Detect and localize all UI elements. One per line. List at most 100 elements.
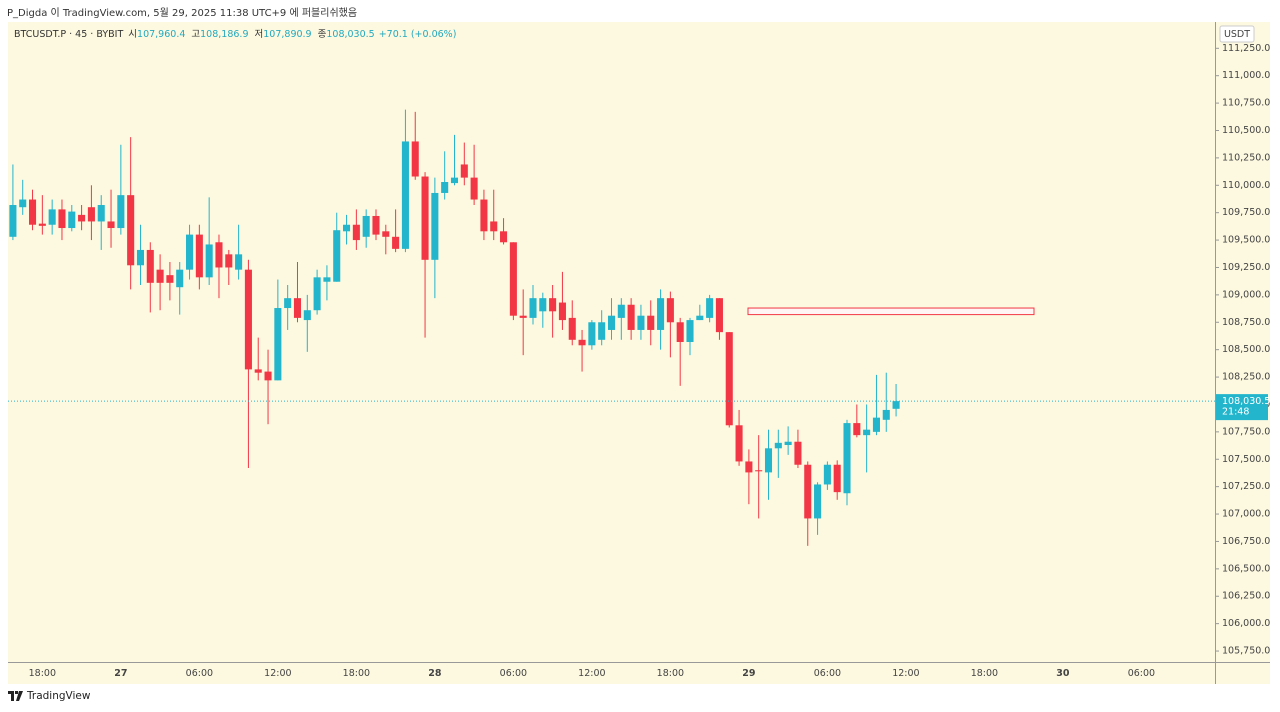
candle-body	[578, 339, 586, 346]
y-tick-label: 105,750.0	[1222, 646, 1270, 657]
candle-body	[745, 461, 753, 473]
candle-body	[509, 242, 517, 316]
candle-body	[352, 224, 360, 241]
y-tick-label: 108,250.0	[1222, 372, 1270, 383]
candle-body	[715, 298, 723, 333]
y-tick-label: 106,250.0	[1222, 591, 1270, 602]
unit-label: USDT	[1224, 29, 1250, 40]
x-tick-label: 18:00	[971, 668, 998, 679]
candle-body	[882, 409, 890, 420]
candle-body	[657, 298, 665, 330]
candle-body	[117, 195, 125, 229]
candle-body	[9, 205, 17, 237]
y-tick-label: 111,250.0	[1222, 43, 1270, 54]
candle-body	[68, 211, 76, 229]
candle-body	[647, 315, 655, 330]
x-tick-label: 06:00	[1128, 668, 1155, 679]
candle-body	[706, 298, 714, 318]
candle-body	[539, 298, 547, 312]
y-tick-label: 109,000.0	[1222, 289, 1270, 300]
candle-body	[411, 141, 419, 177]
candle-body	[195, 234, 203, 278]
candle-body	[725, 332, 733, 426]
logo	[8, 691, 23, 701]
candle-body	[814, 484, 822, 519]
y-tick-label: 109,250.0	[1222, 262, 1270, 273]
candle-body	[676, 322, 684, 342]
unit-box	[1219, 25, 1255, 43]
candle-body	[460, 164, 468, 178]
candle-body	[392, 236, 400, 249]
candle-body	[480, 199, 488, 232]
ohlc-label: 저	[254, 29, 264, 40]
candle-body	[696, 315, 704, 321]
candle-body	[244, 269, 252, 370]
candle-body	[284, 298, 292, 309]
plot-area	[8, 22, 1215, 662]
candle-body	[28, 199, 37, 225]
candle-body	[156, 269, 164, 283]
candle-body	[872, 417, 880, 432]
y-tick-label: 110,750.0	[1222, 98, 1270, 109]
y-tick-label: 110,000.0	[1222, 180, 1270, 191]
candle-body	[735, 425, 743, 462]
candle-body	[225, 254, 233, 268]
candle-body	[127, 195, 135, 266]
candle-body	[617, 304, 625, 318]
candle-body	[293, 298, 302, 318]
x-tick-label: 28	[428, 668, 442, 679]
ohlc-value: 108,186.9	[200, 29, 249, 40]
candle-body	[264, 371, 272, 381]
price-tag-label: 108,030.5	[1222, 396, 1270, 407]
y-tick-label: 110,500.0	[1222, 125, 1270, 136]
candle-body	[519, 315, 527, 318]
ohlc-label: 시	[128, 29, 138, 40]
y-tick-label: 110,250.0	[1222, 152, 1270, 163]
candle-body	[863, 429, 871, 436]
ohlc-value: 107,960.4	[137, 29, 186, 40]
y-tick-label: 107,750.0	[1222, 426, 1270, 437]
time-axis	[8, 662, 1215, 684]
x-tick-label: 18:00	[343, 668, 370, 679]
y-tick-label: 106,000.0	[1222, 618, 1270, 629]
price-axis	[1216, 22, 1270, 684]
y-tick-label: 109,750.0	[1222, 207, 1270, 218]
candle-body	[558, 302, 566, 321]
candle-body	[833, 464, 841, 493]
plot: 111,250.0 111,000.0 110,750.0 110,500.0 110,…	[8, 43, 1270, 679]
candle-body	[235, 254, 243, 270]
candle-body	[362, 215, 370, 237]
candle-body	[401, 141, 409, 249]
candle-body	[372, 215, 380, 235]
countdown: 21:48	[1222, 407, 1249, 418]
y-tick-label: 108,750.0	[1222, 317, 1270, 328]
x-tick-label: 30	[1056, 668, 1070, 679]
candle-body	[529, 298, 537, 318]
x-tick-label: 06:00	[500, 668, 527, 679]
ohlc-value: 108,030.5	[326, 29, 375, 40]
x-tick-label: 12:00	[264, 668, 291, 679]
candle-body	[666, 298, 674, 323]
candle-body	[431, 192, 439, 260]
candle-body	[323, 277, 331, 282]
x-tick-label: 06:00	[186, 668, 213, 679]
change: +70.1 (+0.06%)	[378, 29, 457, 40]
price-tag	[1216, 394, 1268, 421]
candle-body	[38, 223, 46, 226]
y-tick-label: 111,000.0	[1222, 70, 1270, 81]
candle-body	[500, 231, 508, 243]
candle-body	[186, 234, 194, 270]
candle-body	[48, 209, 56, 225]
candle-body	[588, 322, 596, 346]
candle-body	[254, 369, 262, 373]
x-tick-label: 27	[114, 668, 127, 679]
ohlc-label: 종	[317, 29, 327, 40]
candle-body	[853, 423, 861, 436]
candle-body	[215, 242, 223, 268]
candle-body	[58, 209, 66, 229]
candle-body	[450, 177, 459, 184]
candle-body	[784, 441, 792, 446]
candle-body	[205, 244, 213, 278]
